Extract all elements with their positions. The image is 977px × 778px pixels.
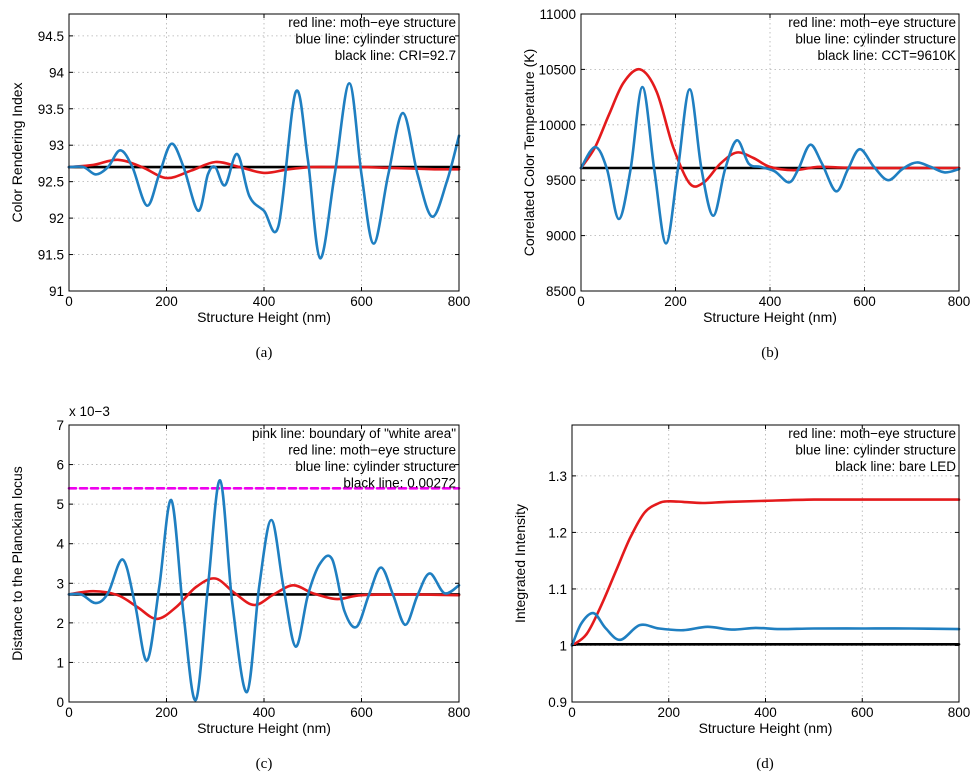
- y-tick-label: 6: [56, 458, 64, 473]
- y-tick-label: 11000: [539, 7, 576, 22]
- x-tick-label: 400: [253, 294, 276, 309]
- annotation-text: pink line: boundary of "white area": [252, 426, 456, 441]
- series-line-blue: [570, 611, 961, 647]
- x-tick-label: 800: [948, 294, 971, 309]
- x-tick-label: 600: [350, 294, 373, 309]
- y-tick-label: 92.5: [38, 175, 64, 190]
- y-tick-label: 10500: [538, 62, 576, 77]
- y-tick-label: 93.5: [38, 102, 64, 117]
- x-tick-label: 600: [350, 705, 373, 720]
- x-axis-label: Structure Height (nm): [699, 720, 833, 736]
- y-axis-label: Distance to the Planckian locus: [9, 466, 25, 661]
- x-tick-label: 0: [65, 294, 73, 309]
- y-tick-label: 1: [559, 638, 567, 653]
- series-line-red: [579, 67, 961, 188]
- x-tick-label: 0: [65, 705, 73, 720]
- y-tick-label: 92: [49, 211, 64, 226]
- x-tick-label: 200: [664, 294, 687, 309]
- panel-caption: (c): [256, 756, 273, 772]
- y-tick-label: 3: [56, 576, 64, 591]
- y-tick-label: 91.5: [38, 248, 64, 263]
- y-tick-label: 10000: [538, 118, 576, 133]
- series-line-blue: [67, 479, 461, 702]
- x-tick-label: 200: [155, 294, 178, 309]
- x-tick-label: 800: [448, 705, 471, 720]
- panel-caption: (d): [756, 756, 774, 772]
- series-line-blue: [579, 85, 961, 245]
- y-tick-label: 7: [56, 418, 64, 433]
- annotation-text: red line: moth−eye structure: [288, 443, 456, 458]
- y-tick-label: 5: [56, 497, 64, 512]
- y-axis-label: Integrated Intensity: [512, 504, 528, 623]
- annotation-text: red line: moth−eye structure: [288, 15, 456, 30]
- y-tick-label: 8500: [546, 284, 576, 299]
- x-tick-label: 400: [759, 294, 782, 309]
- y-exponent-label: x 10−3: [69, 404, 110, 419]
- x-tick-label: 0: [577, 294, 585, 309]
- annotation-text: black line: 0.00272: [343, 476, 456, 491]
- y-tick-label: 4: [56, 537, 64, 552]
- annotation-text: black line: bare LED: [835, 459, 956, 474]
- y-tick-label: 2: [56, 616, 64, 631]
- series-line-red: [67, 158, 461, 180]
- series-line-red: [570, 498, 961, 647]
- y-tick-label: 1.3: [548, 469, 567, 484]
- y-axis-label: Color Rendering Index: [9, 82, 25, 222]
- x-tick-label: 0: [568, 705, 576, 720]
- x-tick-label: 600: [853, 294, 876, 309]
- y-tick-label: 1.1: [548, 582, 567, 597]
- x-tick-label: 800: [448, 294, 471, 309]
- annotation-text: blue line: cylinder structure: [795, 32, 956, 47]
- y-tick-label: 0: [56, 695, 64, 710]
- x-tick-label: 400: [253, 705, 276, 720]
- annotation-text: blue line: cylinder structure: [795, 443, 956, 458]
- y-tick-label: 93: [49, 138, 64, 153]
- annotation-text: blue line: cylinder structure: [295, 32, 456, 47]
- x-axis-label: Structure Height (nm): [197, 720, 331, 736]
- annotation-text: red line: moth−eye structure: [788, 426, 956, 441]
- series-line-red: [67, 577, 461, 621]
- y-tick-label: 94.5: [38, 29, 64, 44]
- y-tick-label: 94: [49, 65, 65, 80]
- chart-panel-b: 0 200 400 600 800 8500 9000 9500 10000 10500 11000…: [521, 7, 970, 361]
- annotation-text: black line: CCT=9610K: [818, 48, 956, 63]
- annotation-text: blue line: cylinder structure: [295, 459, 456, 474]
- annotation-text: red line: moth−eye structure: [788, 15, 956, 30]
- y-tick-label: 1: [56, 655, 64, 670]
- series-line-blue: [67, 82, 461, 260]
- y-tick-label: 9500: [546, 173, 576, 188]
- y-tick-label: 91: [49, 284, 64, 299]
- y-axis-label: Correlated Color Temperature (K): [521, 49, 537, 257]
- panel-caption: (b): [761, 345, 779, 361]
- y-tick-label: 0.9: [548, 695, 567, 710]
- y-tick-label: 9000: [546, 229, 576, 244]
- x-tick-label: 400: [754, 705, 777, 720]
- y-tick-label: 1.2: [548, 525, 567, 540]
- chart-panel-a: 0 200 400 600 800 91 91.5 92 92.5 93 93.5 94 94.5 Str…: [9, 13, 471, 361]
- chart-panel-c: 0 200 400 600 800 0 1 2 3 4 5 6 7 x 10−3 Structure Hei…: [9, 404, 470, 772]
- x-axis-label: Structure Height (nm): [703, 309, 837, 325]
- panel-caption: (a): [256, 345, 273, 361]
- x-axis-label: Structure Height (nm): [197, 309, 331, 325]
- x-tick-label: 200: [155, 705, 178, 720]
- x-tick-label: 200: [657, 705, 680, 720]
- chart-panel-d: 0 200 400 600 800 0.9 1 1.1 1.2 1.3 Structure Heig…: [512, 424, 971, 772]
- x-tick-label: 600: [851, 705, 874, 720]
- annotation-text: black line: CRI=92.7: [335, 48, 456, 63]
- x-tick-label: 800: [948, 705, 971, 720]
